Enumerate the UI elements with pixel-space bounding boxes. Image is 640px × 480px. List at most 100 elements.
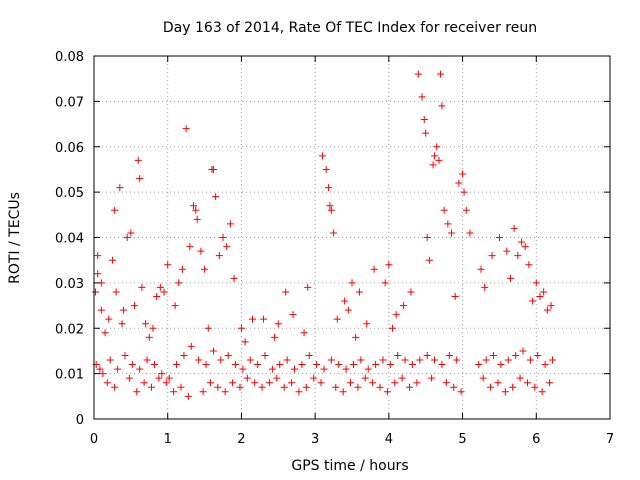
data-point [111,206,119,214]
data-point [435,156,443,164]
data-point [153,292,161,300]
data-point [429,161,437,169]
data-point [197,247,205,255]
data-point [118,320,126,328]
data-point [333,315,341,323]
data-point [156,283,164,291]
data-point [506,274,514,282]
data-point [455,179,463,187]
data-point [401,356,409,364]
data-point [164,261,172,269]
data-point [422,129,430,137]
x-tick-label-0: 0 [90,432,98,447]
data-point [94,270,102,278]
data-point [400,302,408,310]
data-point [260,315,268,323]
data-point [140,379,148,387]
data-point [526,356,534,364]
data-point [142,320,150,328]
data-point [138,283,146,291]
data-point [265,379,273,387]
data-point [504,356,512,364]
data-point [332,383,340,391]
data-point [324,184,332,192]
data-point [423,234,431,241]
data-point [106,356,114,364]
x-axis-title: GPS time / hours [291,458,408,474]
x-tick-label-3: 3 [311,432,319,447]
data-point [274,320,282,328]
data-point [268,365,276,373]
data-point [408,361,416,369]
data-point [532,279,540,287]
data-point [97,306,105,314]
data-point [549,356,557,364]
data-point [540,288,548,296]
data-point [477,265,485,273]
data-point [543,306,551,314]
data-point [341,297,349,305]
data-point [313,361,321,369]
data-point [394,351,402,359]
data-point [121,351,129,359]
data-point [536,292,544,300]
data-point [481,283,489,291]
data-point [134,156,142,164]
x-tick-label-2: 2 [237,432,245,447]
data-point [239,365,247,373]
data-point [405,383,413,391]
data-point [448,229,456,237]
data-point [305,351,313,359]
data-point [466,229,474,237]
data-point [123,234,131,241]
data-point [212,193,220,201]
y-tick-label-2: 0.02 [55,322,84,337]
x-tick-label-7: 7 [606,432,614,447]
data-point [229,379,237,387]
data-point [258,383,266,391]
data-point [193,215,201,223]
data-point [254,361,262,369]
data-point [158,370,166,378]
data-point [276,361,284,369]
data-point [230,274,238,282]
data-point [317,379,325,387]
data-point [91,288,99,296]
data-point [490,351,498,359]
data-point [202,361,210,369]
data-point [226,220,234,228]
data-point [514,252,522,260]
data-point [326,202,334,210]
data-point [460,188,468,196]
y-axis-title: ROTI / TECUs [7,192,23,284]
data-point [339,388,347,396]
data-point [497,361,505,369]
data-point [133,388,141,396]
data-point [450,383,458,391]
data-point [416,356,424,364]
data-point [372,361,380,369]
data-point [288,379,296,387]
data-point [149,324,157,332]
data-point [413,379,421,387]
data-point [376,383,384,391]
data-point [386,361,394,369]
y-tick-label-3: 0.03 [55,277,84,292]
data-point [248,315,256,323]
data-point [282,288,290,296]
data-point [224,351,232,359]
data-point [531,383,539,391]
x-tick-label-6: 6 [532,432,540,447]
data-point [236,383,244,391]
axis-ticks: 0 1 2 3 4 5 6 7 0 0.01 0.02 0.03 0.04 0.05 0.06 0.07 0.0… [55,50,614,447]
data-point [116,184,124,192]
data-point [283,356,291,364]
data-point [348,279,356,287]
data-point [155,374,163,382]
data-point [289,311,297,319]
data-point [494,379,502,387]
data-point [195,356,203,364]
x-tick-label-1: 1 [164,432,172,447]
